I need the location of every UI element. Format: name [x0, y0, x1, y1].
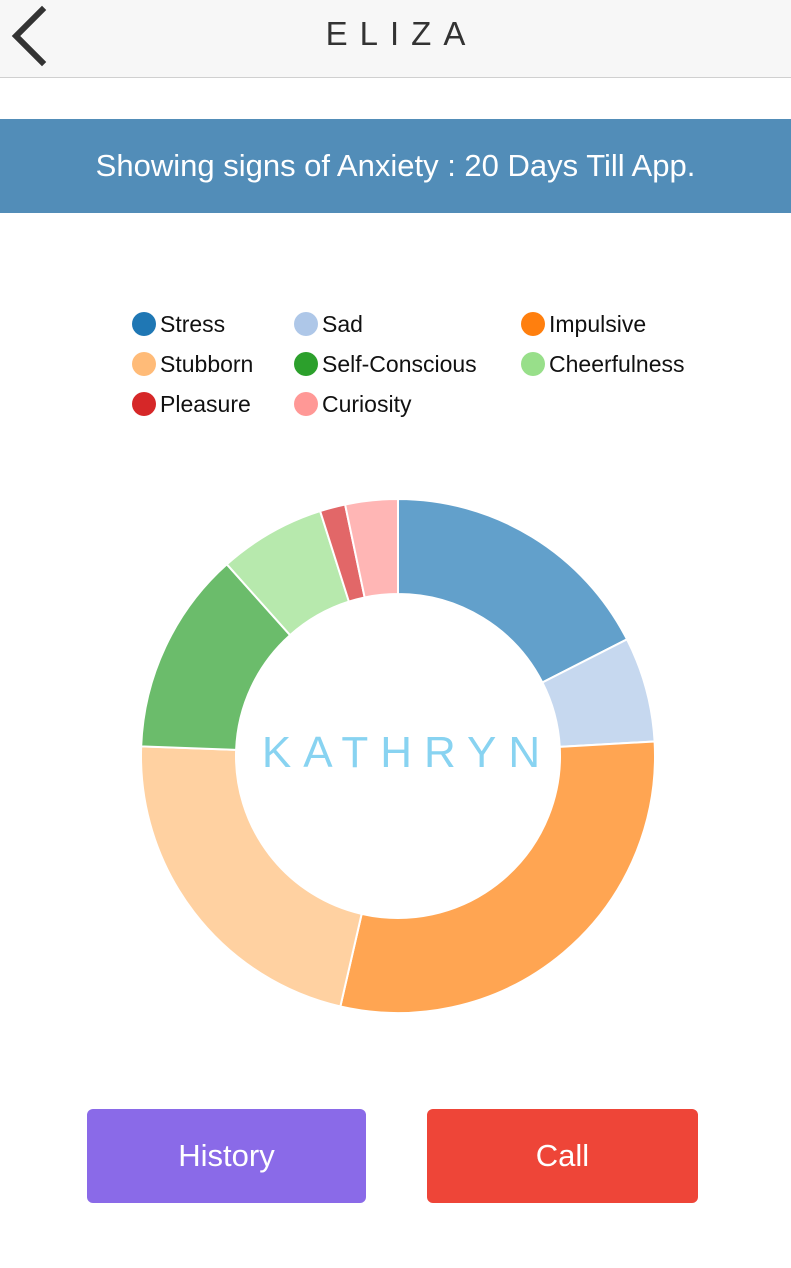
legend-label: Self-Conscious: [322, 351, 477, 377]
legend-swatch: [294, 351, 318, 376]
app-title: ELIZA: [325, 15, 478, 52]
legend-label: Stubborn: [160, 351, 254, 377]
legend-swatch: [132, 311, 156, 336]
legend-item-pleasure[interactable]: Pleasure: [132, 389, 251, 419]
legend-label: Impulsive: [549, 311, 647, 337]
donut-slice-impulsive[interactable]: [339, 740, 656, 1014]
legend-item-impulsive[interactable]: Impulsive: [521, 309, 646, 339]
legend-swatch: [521, 311, 545, 336]
chevron-left-icon: [11, 5, 47, 67]
legend-item-self-conscious[interactable]: Self-Conscious: [294, 349, 477, 379]
legend-label: Curiosity: [322, 391, 412, 417]
legend-item-cheerfulness[interactable]: Cheerfulness: [521, 349, 685, 379]
status-banner: Showing signs of Anxiety : 20 Days Till …: [0, 119, 791, 213]
legend-swatch: [132, 391, 156, 416]
back-button[interactable]: [6, 4, 54, 68]
legend-swatch: [132, 351, 156, 376]
legend-swatch: [521, 351, 545, 376]
legend-label: Stress: [160, 311, 226, 337]
legend-item-sad[interactable]: Sad: [294, 309, 363, 339]
legend-swatch: [294, 311, 318, 336]
donut-slice-stress[interactable]: [397, 497, 629, 684]
patient-name-label: KATHRYN: [261, 728, 553, 777]
legend-item-stress[interactable]: Stress: [132, 309, 225, 339]
donut-slice-curiosity[interactable]: [343, 497, 399, 599]
legend-label: Cheerfulness: [549, 351, 685, 377]
legend-item-stubborn[interactable]: Stubborn: [132, 349, 253, 379]
legend-item-curiosity[interactable]: Curiosity: [294, 389, 411, 419]
nav-bar: ELIZA: [0, 0, 791, 78]
legend-label: Pleasure: [160, 391, 251, 417]
donut-slice-stubborn[interactable]: [140, 745, 363, 1008]
legend-label: Sad: [322, 311, 363, 337]
legend-swatch: [294, 391, 318, 416]
call-button[interactable]: Call: [427, 1109, 698, 1203]
history-button[interactable]: History: [87, 1109, 366, 1203]
